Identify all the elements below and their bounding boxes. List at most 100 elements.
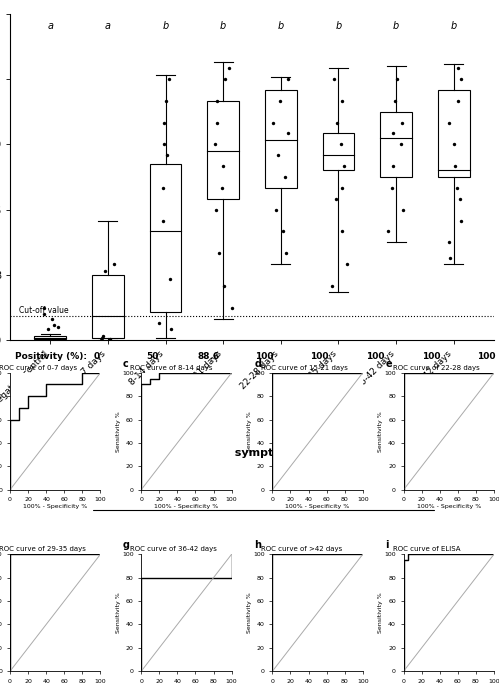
Point bbox=[281, 171, 289, 182]
Text: h: h bbox=[254, 540, 261, 550]
Point bbox=[48, 313, 56, 324]
Point bbox=[160, 139, 168, 150]
Point bbox=[457, 193, 465, 204]
Text: b: b bbox=[335, 21, 341, 31]
Bar bbox=[265, 90, 296, 188]
Text: ROC curve of 29-35 days: ROC curve of 29-35 days bbox=[0, 547, 86, 552]
Text: 100: 100 bbox=[255, 352, 273, 361]
Point bbox=[398, 117, 406, 128]
Text: a: a bbox=[105, 21, 111, 31]
Point bbox=[457, 215, 465, 226]
Point bbox=[284, 128, 292, 139]
Point bbox=[453, 182, 461, 193]
Point bbox=[40, 309, 48, 320]
Point bbox=[159, 215, 167, 226]
Point bbox=[451, 139, 459, 150]
Point bbox=[272, 204, 280, 215]
Bar bbox=[322, 134, 354, 171]
X-axis label: 100% - Specificity %: 100% - Specificity % bbox=[23, 504, 87, 509]
Point bbox=[50, 320, 58, 331]
Point bbox=[454, 62, 462, 73]
X-axis label: Days after symptoms onset: Days after symptoms onset bbox=[166, 448, 338, 458]
Text: ROC curve of ELISA: ROC curve of ELISA bbox=[393, 547, 460, 552]
Point bbox=[276, 95, 284, 106]
Point bbox=[333, 117, 341, 128]
Point bbox=[212, 204, 220, 215]
Point bbox=[220, 280, 228, 291]
Point bbox=[165, 73, 173, 84]
Text: ROC curve of 15-21 days: ROC curve of 15-21 days bbox=[261, 365, 348, 371]
Text: 100: 100 bbox=[478, 352, 496, 361]
Y-axis label: Sensitivity %: Sensitivity % bbox=[115, 593, 121, 633]
Point bbox=[54, 322, 62, 333]
Y-axis label: Sensitivity %: Sensitivity % bbox=[115, 411, 121, 451]
Point bbox=[97, 335, 105, 346]
Text: b: b bbox=[277, 21, 284, 31]
Point bbox=[388, 182, 396, 193]
Point bbox=[338, 95, 346, 106]
Text: ROC curve of 0-7 days: ROC curve of 0-7 days bbox=[0, 365, 77, 371]
Text: ROC curve of >42 days: ROC curve of >42 days bbox=[261, 547, 343, 552]
Y-axis label: Sensitivity %: Sensitivity % bbox=[378, 411, 383, 451]
Text: ROC curve of 36-42 days: ROC curve of 36-42 days bbox=[130, 547, 217, 552]
Point bbox=[216, 248, 224, 259]
Y-axis label: Sensitivity %: Sensitivity % bbox=[378, 593, 383, 633]
Text: 50: 50 bbox=[147, 352, 159, 361]
Text: c: c bbox=[123, 359, 129, 369]
Text: 0: 0 bbox=[94, 352, 100, 361]
Text: i: i bbox=[385, 540, 389, 550]
X-axis label: 100% - Specificity %: 100% - Specificity % bbox=[417, 504, 481, 509]
Text: 100: 100 bbox=[366, 352, 385, 361]
Text: b: b bbox=[393, 21, 399, 31]
Point bbox=[269, 117, 277, 128]
Bar bbox=[92, 275, 124, 338]
Point bbox=[340, 160, 348, 171]
Text: b: b bbox=[163, 21, 169, 31]
Bar bbox=[380, 112, 412, 177]
Point bbox=[212, 139, 220, 150]
Point bbox=[328, 280, 336, 291]
Point bbox=[338, 226, 346, 237]
X-axis label: 100% - Specificity %: 100% - Specificity % bbox=[154, 504, 219, 509]
Bar bbox=[438, 90, 470, 177]
Point bbox=[393, 73, 401, 84]
Point bbox=[332, 193, 340, 204]
Text: Cut-off value: Cut-off value bbox=[18, 306, 68, 315]
Point bbox=[228, 302, 236, 313]
Point bbox=[226, 62, 234, 73]
Point bbox=[166, 274, 174, 285]
Point bbox=[213, 95, 221, 106]
Point bbox=[219, 160, 227, 171]
Text: e: e bbox=[385, 359, 392, 369]
Point bbox=[330, 73, 338, 84]
Point bbox=[279, 226, 287, 237]
Point bbox=[164, 150, 172, 161]
Point bbox=[44, 324, 52, 335]
Point bbox=[159, 182, 167, 193]
Bar bbox=[34, 336, 66, 339]
Bar bbox=[150, 164, 182, 312]
Point bbox=[391, 95, 399, 106]
Text: ROC curve of 8-14 days: ROC curve of 8-14 days bbox=[130, 365, 213, 371]
Point bbox=[162, 95, 170, 106]
Point bbox=[155, 317, 163, 328]
Text: b: b bbox=[451, 21, 457, 31]
Point bbox=[160, 117, 168, 128]
Point bbox=[343, 259, 351, 270]
Point bbox=[99, 330, 107, 341]
Text: 100: 100 bbox=[422, 352, 440, 361]
Y-axis label: Sensitivity %: Sensitivity % bbox=[247, 411, 251, 451]
Point bbox=[399, 204, 407, 215]
Point bbox=[222, 73, 230, 84]
Point bbox=[451, 160, 459, 171]
Bar bbox=[208, 101, 239, 199]
Point bbox=[167, 324, 175, 335]
Point bbox=[455, 95, 463, 106]
Point bbox=[445, 237, 453, 248]
Point bbox=[218, 182, 226, 193]
X-axis label: 100% - Specificity %: 100% - Specificity % bbox=[285, 504, 350, 509]
Text: g: g bbox=[123, 540, 130, 550]
Point bbox=[445, 117, 453, 128]
Text: 100: 100 bbox=[310, 352, 329, 361]
Point bbox=[273, 150, 281, 161]
